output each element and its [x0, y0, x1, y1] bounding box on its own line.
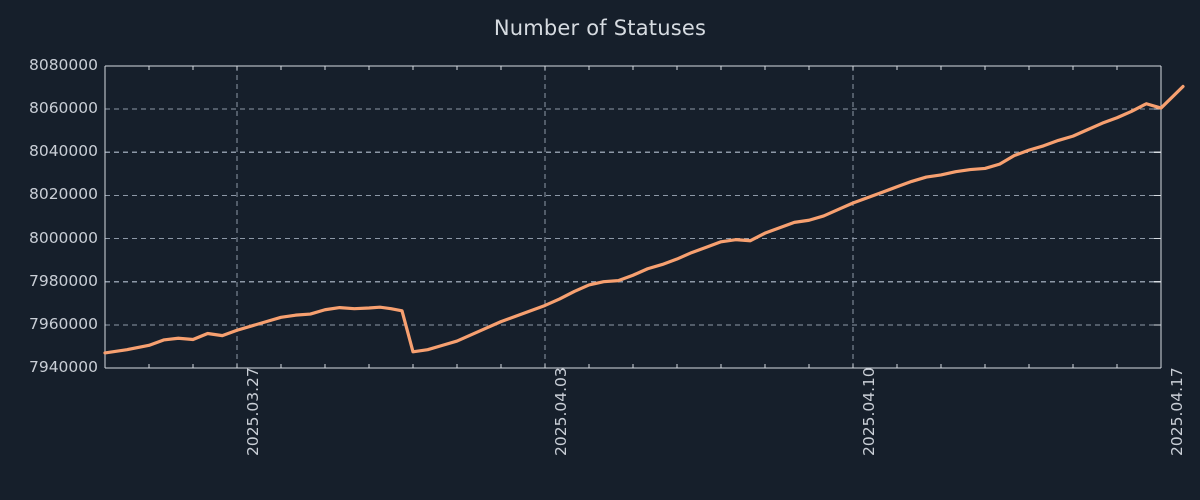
y-axis-tick-label: 8000000 [28, 228, 98, 247]
y-axis-tick-label: 8020000 [28, 185, 98, 204]
data-series-lines [103, 84, 1185, 355]
y-axis-tick-label: 7960000 [28, 314, 98, 333]
y-axis-tick-label: 7980000 [28, 271, 98, 290]
y-axis-tick-labels: 8080000 8060000 8040000 8020000 8000000 79800… [0, 0, 98, 500]
chart-title: Number of Statuses [493, 16, 707, 40]
y-axis-tick-label: 7940000 [28, 358, 98, 376]
y-axis-tick-label: 8080000 [28, 56, 98, 74]
y-axis-tick-label: 8040000 [28, 142, 98, 161]
axis-frame [104, 65, 1162, 369]
gridlines [105, 66, 1162, 368]
y-axis-tick-label: 8060000 [28, 99, 98, 118]
